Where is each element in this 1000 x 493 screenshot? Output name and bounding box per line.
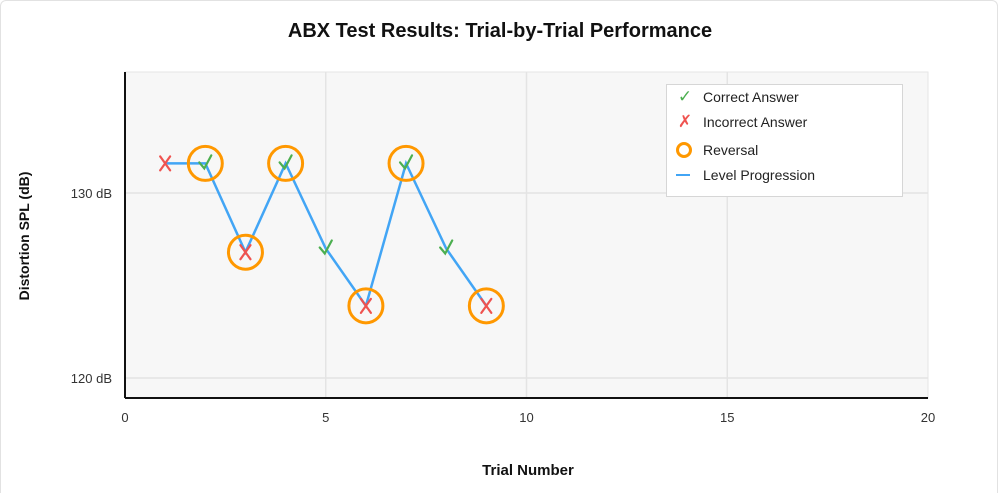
legend-item-incorrect: ✗ Incorrect Answer xyxy=(667,111,807,133)
x-axis-label: Trial Number xyxy=(482,462,574,479)
reversal-marker xyxy=(226,233,264,271)
check-marker xyxy=(198,154,213,171)
legend-label: Incorrect Answer xyxy=(703,114,808,130)
reversal-marker xyxy=(387,144,425,182)
reversal-marker xyxy=(186,144,224,182)
line-icon xyxy=(667,174,703,176)
y-tick-label: 130 dB xyxy=(71,186,112,201)
x-marker xyxy=(239,244,252,261)
reversal-marker xyxy=(467,287,505,325)
x-icon: ✗ xyxy=(677,112,693,131)
x-tick-label: 15 xyxy=(720,410,734,425)
legend-item-correct: ✓ Correct Answer xyxy=(667,86,799,108)
level-progression-line xyxy=(165,159,488,309)
x-marker xyxy=(159,155,172,172)
legend-label: Level Progression xyxy=(703,167,816,183)
check-marker xyxy=(278,154,293,171)
x-tick-label: 5 xyxy=(322,410,329,425)
x-marker xyxy=(480,297,493,314)
check-icon: ✓ xyxy=(677,87,693,106)
x-marker xyxy=(359,297,372,314)
reversal-marker xyxy=(267,144,305,182)
check-marker xyxy=(439,239,454,256)
x-tick-label: 20 xyxy=(921,410,935,425)
legend-item-level: Level Progression xyxy=(667,164,815,186)
y-tick-label: 120 dB xyxy=(71,371,112,386)
check-marker xyxy=(318,239,333,256)
x-tick-label: 0 xyxy=(121,410,128,425)
legend: ✓ Correct Answer ✗ Incorrect Answer Reve… xyxy=(666,84,903,197)
legend-item-reversal: Reversal xyxy=(667,139,758,161)
check-marker xyxy=(398,154,414,171)
legend-label: Correct Answer xyxy=(703,89,799,105)
circle-icon xyxy=(667,142,703,158)
reversal-marker xyxy=(347,287,385,325)
legend-label: Reversal xyxy=(703,142,759,158)
x-tick-label: 10 xyxy=(519,410,533,425)
chart-title: ABX Test Results: Trial-by-Trial Perform… xyxy=(287,20,713,42)
